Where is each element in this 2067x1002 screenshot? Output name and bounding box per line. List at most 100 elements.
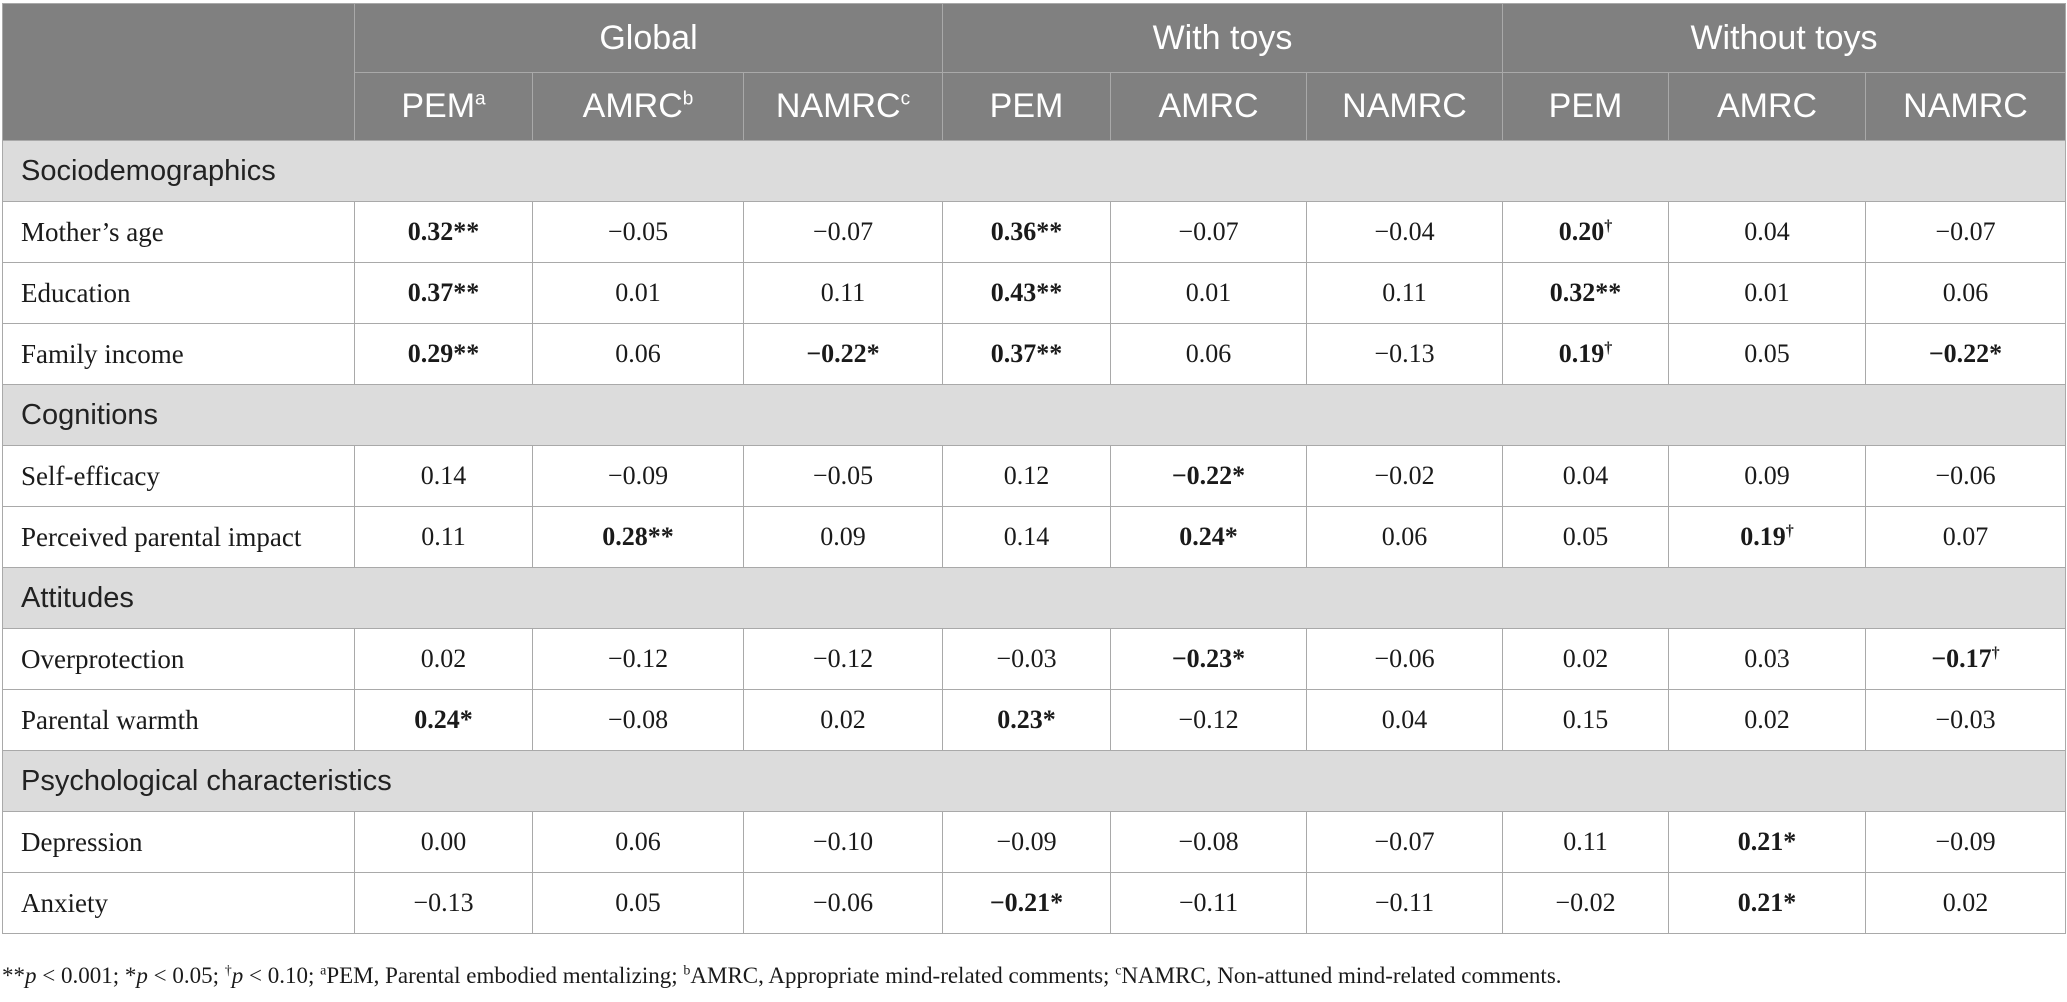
table-cell: −0.03 bbox=[942, 628, 1111, 690]
table-cell: −0.08 bbox=[532, 689, 744, 751]
section-row: Attitudes bbox=[1, 567, 2067, 629]
table-cell: 0.11 bbox=[743, 262, 943, 324]
footnote-text: p bbox=[136, 963, 148, 988]
table-cell: 0.06 bbox=[1864, 262, 2067, 324]
table-cell: 0.06 bbox=[532, 811, 744, 873]
table-cell: 0.19† bbox=[1668, 506, 1866, 568]
correlation-table: Global With toys Without toys PEMa AMRCb N… bbox=[1, 3, 2067, 934]
table-cell: 0.32** bbox=[1502, 262, 1669, 324]
table-row: Depression 0.00 0.06 −0.10 −0.09 −0.08 −0.07 0.… bbox=[2, 811, 2067, 873]
table-body: Sociodemographics Mother’s age 0.32** −0.05… bbox=[1, 140, 2067, 934]
column-header-label: NAMRC bbox=[1903, 87, 2028, 125]
table-cell: 0.04 bbox=[1502, 445, 1669, 507]
column-header-label: AMRC bbox=[582, 87, 683, 125]
section-title: Sociodemographics bbox=[1, 140, 2067, 202]
table-row: Self-efficacy 0.14 −0.09 −0.05 0.12 −0.22* −0.… bbox=[2, 445, 2067, 507]
table-cell: 0.02 bbox=[1668, 689, 1866, 751]
table-cell: 0.21* bbox=[1668, 811, 1866, 873]
table-cell: 0.06 bbox=[532, 323, 744, 385]
footnote-text: AMRC, Appropriate mind-related comments; bbox=[690, 963, 1116, 988]
column-header-label: PEM bbox=[401, 87, 476, 125]
footnote-text: † bbox=[224, 963, 232, 979]
footnote-marker: a bbox=[475, 88, 486, 110]
table-cell: −0.23* bbox=[1110, 628, 1307, 690]
table-cell: −0.12 bbox=[532, 628, 744, 690]
table-cell: −0.02 bbox=[1306, 445, 1503, 507]
table-cell: 0.01 bbox=[532, 262, 744, 324]
column-header-label: PEM bbox=[989, 87, 1064, 125]
table-cell: −0.09 bbox=[532, 445, 744, 507]
column-header-pem: PEM bbox=[1502, 72, 1669, 141]
column-header-label: NAMRC bbox=[1342, 87, 1467, 125]
table-cell: 0.04 bbox=[1668, 201, 1866, 263]
table-cell: 0.28** bbox=[532, 506, 744, 568]
subheader-row: PEMa AMRCb NAMRCc PEM AMRC NAMRC PEM AMRC NAMRC bbox=[3, 72, 2067, 141]
table-cell: 0.12 bbox=[942, 445, 1111, 507]
table-cell: 0.37** bbox=[942, 323, 1111, 385]
table-cell: −0.11 bbox=[1110, 872, 1307, 934]
table-cell: 0.01 bbox=[1668, 262, 1866, 324]
column-header-namrc: NAMRC bbox=[1306, 72, 1503, 141]
table-cell: −0.17† bbox=[1864, 628, 2067, 690]
table-cell: 0.06 bbox=[1306, 506, 1503, 568]
table-footnote: **p < 0.001; *p < 0.05; †p < 0.10; aPEM,… bbox=[2, 963, 1562, 989]
footnote-text: b bbox=[683, 963, 691, 979]
table-cell: 0.32** bbox=[354, 201, 533, 263]
table-cell: 0.05 bbox=[1502, 506, 1669, 568]
footnote-text: c bbox=[1115, 963, 1122, 979]
table-cell: −0.05 bbox=[743, 445, 943, 507]
footnote-text: PEM, Parental embodied mentalizing; bbox=[326, 963, 684, 988]
row-label: Anxiety bbox=[2, 872, 355, 934]
row-label: Family income bbox=[2, 323, 355, 385]
table-cell: −0.13 bbox=[354, 872, 533, 934]
table-cell: 0.21* bbox=[1668, 872, 1866, 934]
table-cell: −0.22* bbox=[1864, 323, 2067, 385]
column-header-namrc: NAMRCc bbox=[743, 72, 943, 141]
row-label: Self-efficacy bbox=[2, 445, 355, 507]
table-cell: −0.05 bbox=[532, 201, 744, 263]
group-header-global: Global bbox=[354, 3, 943, 73]
table-cell: −0.07 bbox=[1864, 201, 2067, 263]
row-label: Depression bbox=[2, 811, 355, 873]
table-cell: −0.06 bbox=[1864, 445, 2067, 507]
column-header-amrc: AMRCb bbox=[532, 72, 744, 141]
section-row: Psychological characteristics bbox=[1, 750, 2067, 812]
section-title: Cognitions bbox=[1, 384, 2067, 446]
table-cell: 0.05 bbox=[532, 872, 744, 934]
footnote-marker: b bbox=[682, 88, 694, 110]
table-cell: 0.20† bbox=[1502, 201, 1669, 263]
row-label: Perceived parental impact bbox=[2, 506, 355, 568]
row-label: Education bbox=[2, 262, 355, 324]
table-cell: −0.09 bbox=[942, 811, 1111, 873]
column-header-pem: PEM bbox=[942, 72, 1111, 141]
table-cell: −0.04 bbox=[1306, 201, 1503, 263]
table-cell: 0.02 bbox=[354, 628, 533, 690]
table-cell: 0.36** bbox=[942, 201, 1111, 263]
table-row: Anxiety −0.13 0.05 −0.06 −0.21* −0.11 −0.11 −0.… bbox=[2, 872, 2067, 934]
footnote-text: p bbox=[231, 963, 244, 988]
table-cell: 0.24* bbox=[1110, 506, 1307, 568]
column-header-label: AMRC bbox=[1716, 87, 1818, 125]
table-cell: 0.43** bbox=[942, 262, 1111, 324]
table-cell: 0.15 bbox=[1502, 689, 1669, 751]
table-cell: −0.08 bbox=[1110, 811, 1307, 873]
table-cell: 0.00 bbox=[354, 811, 533, 873]
row-label: Parental warmth bbox=[2, 689, 355, 751]
footnote-text: NAMRC, Non-attuned mind-related comments… bbox=[1121, 963, 1562, 988]
table-cell: −0.11 bbox=[1306, 872, 1503, 934]
table-cell: 0.14 bbox=[354, 445, 533, 507]
table-cell: −0.06 bbox=[743, 872, 943, 934]
row-label: Mother’s age bbox=[2, 201, 355, 263]
table-cell: 0.06 bbox=[1110, 323, 1307, 385]
table-row: Parental warmth 0.24* −0.08 0.02 0.23* −0.12 0… bbox=[2, 689, 2067, 751]
group-header-with-toys: With toys bbox=[942, 3, 1503, 73]
table-row: Mother’s age 0.32** −0.05 −0.07 0.36** −0.07−… bbox=[2, 201, 2067, 263]
column-header-pem: PEMa bbox=[354, 72, 533, 141]
table-cell: −0.03 bbox=[1864, 689, 2067, 751]
column-header-label: PEM bbox=[1548, 87, 1623, 125]
table-cell: 0.02 bbox=[1502, 628, 1669, 690]
column-header-namrc: NAMRC bbox=[1864, 72, 2067, 141]
footnote-marker: c bbox=[900, 88, 911, 110]
table-cell: 0.11 bbox=[1502, 811, 1669, 873]
table-cell: −0.12 bbox=[743, 628, 943, 690]
